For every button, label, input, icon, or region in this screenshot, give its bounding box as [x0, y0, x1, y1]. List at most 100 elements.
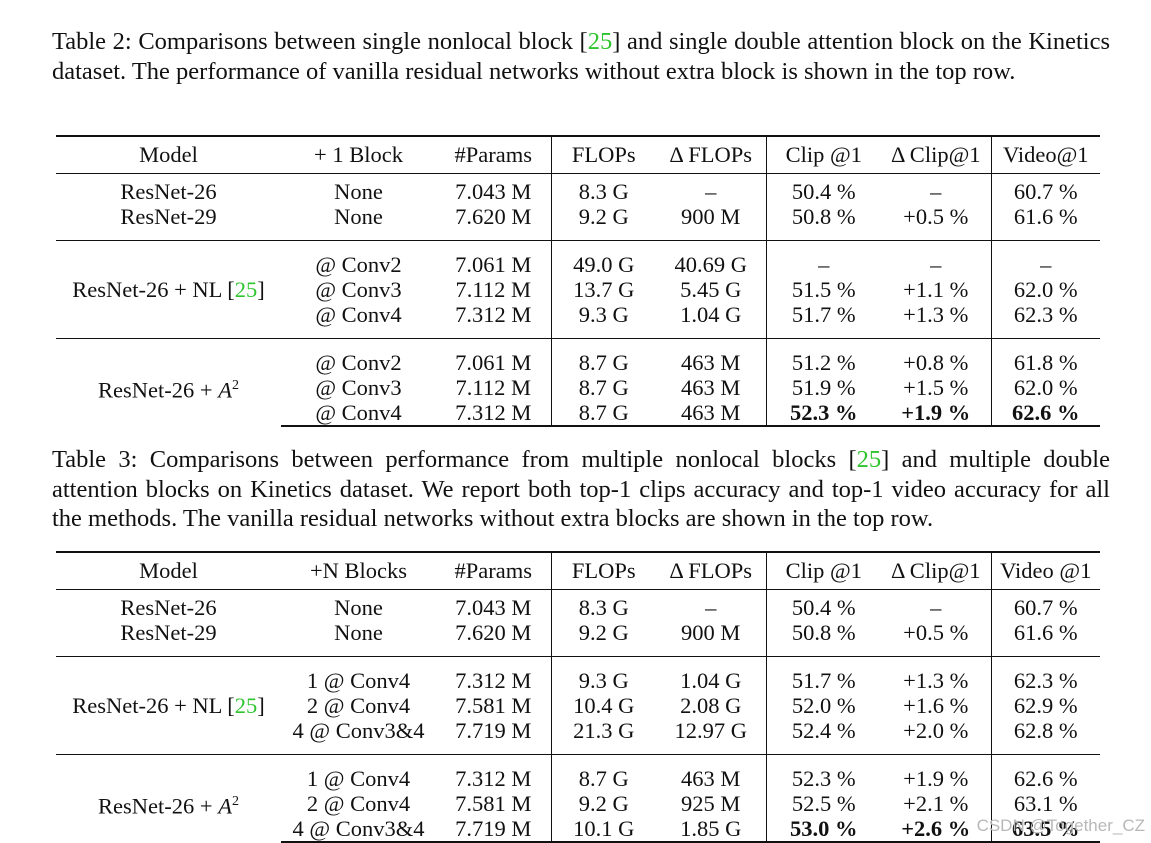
video-cell: – [1040, 252, 1052, 277]
table3-caption-text-rest: ] and multiple double attention blocks o… [52, 446, 1110, 532]
table2-caption-text: Table 2: Comparisons between single nonl… [52, 28, 588, 55]
block-cell: @ Conv3 [315, 375, 402, 400]
flops-cell: 21.3 G [573, 718, 635, 743]
header-clip: Clip @1 [766, 551, 881, 590]
video-cell: 60.7 % [1013, 179, 1078, 204]
block-cell: 2 @ Conv4 [306, 791, 411, 816]
table-row: @ Conv4 7.312 M 9.3 G 1.04 G 51.7 % +1.3… [56, 302, 1100, 327]
table2: Model + 1 Block #Params FLOPs Δ FLOPs Cl… [56, 135, 1100, 427]
clip-cell-best: 52.3 % [766, 400, 881, 427]
table-row: ResNet-26 + A2 @ Conv2 7.061 M 8.7 G 463… [56, 350, 1100, 403]
model-cell: ResNet-26 + NL [25] [56, 252, 281, 327]
table2-caption-text-rest: ] and single double attention block on t… [52, 28, 1110, 85]
dclip-cell: +1.6 % [881, 693, 992, 718]
clip-cell: 52.5 % [791, 791, 856, 816]
clip-cell: 51.2 % [791, 350, 856, 375]
table3: Model +N Blocks #Params FLOPs Δ FLOPs Cl… [56, 551, 1100, 843]
clip-cell: 50.4 % [791, 179, 856, 204]
clip-cell: 51.7 % [791, 302, 856, 327]
params-cell: 7.312 M [436, 766, 552, 791]
clip-cell: 50.4 % [791, 595, 856, 620]
dflops-cell: 1.85 G [656, 816, 767, 843]
dclip-cell: +0.5 % [881, 204, 992, 229]
video-cell: 60.7 % [1013, 595, 1078, 620]
clip-cell-best: 53.0 % [766, 816, 881, 843]
clip-cell: 52.0 % [791, 693, 856, 718]
dclip-cell-best: +2.6 % [881, 816, 992, 843]
model-name-close: ] [257, 693, 265, 718]
header-dflops: Δ FLOPs [656, 135, 767, 174]
dclip-cell: +1.5 % [881, 375, 992, 400]
model-cell: ResNet-26 + NL [25] [56, 668, 281, 743]
flops-cell: 8.3 G [578, 595, 629, 620]
header-flops: FLOPs [551, 135, 656, 174]
table-row: ResNet-29 None 7.620 M 9.2 G 900 M 50.8 … [56, 620, 1100, 645]
dflops-cell: 900 M [656, 620, 767, 645]
video-cell: 62.0 % [1013, 375, 1078, 400]
header-video: Video @1 [991, 551, 1100, 590]
video-cell: 62.9 % [1013, 693, 1078, 718]
video-cell: 62.6 % [1013, 766, 1078, 791]
model-cell: ResNet-26 + A2 [56, 766, 281, 842]
flops-cell: 9.2 G [578, 620, 629, 645]
dclip-cell: +0.5 % [881, 620, 992, 645]
video-cell: 61.6 % [1013, 620, 1078, 645]
table-row: 4 @ Conv3&4 7.719 M 21.3 G 12.97 G 52.4 … [56, 718, 1100, 743]
dclip-cell: +1.1 % [881, 277, 992, 302]
clip-cell: 50.8 % [791, 620, 856, 645]
dclip-cell: – [881, 595, 992, 620]
table2-caption: Table 2: Comparisons between single nonl… [52, 27, 1110, 86]
flops-cell: 8.7 G [578, 350, 629, 375]
model-name: ResNet-26 + NL [ [72, 277, 235, 302]
dclip-cell: – [881, 179, 992, 204]
params-cell: 7.312 M [436, 400, 552, 427]
header-flops: FLOPs [551, 551, 656, 590]
citation-link[interactable]: 25 [234, 693, 258, 718]
flops-cell: 10.1 G [551, 816, 656, 843]
table3-caption: Table 3: Comparisons between performance… [52, 445, 1110, 534]
block-cell: 2 @ Conv4 [306, 693, 411, 718]
dflops-cell: 5.45 G [656, 277, 767, 302]
block-cell: @ Conv4 [281, 400, 436, 427]
citation-link[interactable]: 25 [234, 277, 258, 302]
table-row: ResNet-29 None 7.620 M 9.2 G 900 M 50.8 … [56, 204, 1100, 229]
dflops-cell: 12.97 G [656, 718, 767, 743]
math-symbol-a: A [218, 377, 232, 403]
flops-cell: 8.3 G [578, 179, 629, 204]
dflops-cell: 925 M [656, 791, 767, 816]
header-dclip: Δ Clip@1 [881, 135, 992, 174]
table-row: 2 @ Conv4 7.581 M 10.4 G 2.08 G 52.0 % +… [56, 693, 1100, 718]
flops-cell: 9.2 G [578, 204, 629, 229]
params-cell: 7.719 M [436, 718, 552, 743]
model-superscript: 2 [231, 794, 239, 810]
dclip-cell: +1.3 % [881, 668, 992, 693]
block-cell: None [334, 179, 383, 204]
params-cell: 7.312 M [436, 668, 552, 693]
header-block: +N Blocks [281, 551, 436, 590]
table-row: ResNet-26 + NL [25] @ Conv2 7.061 M 49.0… [56, 252, 1100, 302]
clip-cell: 52.4 % [791, 718, 856, 743]
dflops-cell: 463 M [656, 350, 767, 375]
table-header-row: Model + 1 Block #Params FLOPs Δ FLOPs Cl… [56, 135, 1100, 174]
video-cell: 62.8 % [1013, 718, 1078, 743]
params-cell: 7.061 M [436, 252, 552, 277]
dflops-cell: 40.69 G [656, 252, 767, 277]
params-cell: 7.312 M [436, 302, 552, 327]
table-row: 2 @ Conv4 7.581 M 9.2 G 925 M 52.5 % +2.… [56, 791, 1100, 816]
citation-link[interactable]: 25 [587, 28, 613, 55]
video-cell: 63.1 % [1013, 791, 1078, 816]
flops-cell: 9.3 G [578, 302, 629, 327]
dflops-cell: 463 M [656, 400, 767, 427]
table-row: ResNet-26 + A2 1 @ Conv4 7.312 M 8.7 G 4… [56, 766, 1100, 819]
params-cell: 7.581 M [436, 693, 552, 718]
clip-cell: 50.8 % [791, 204, 856, 229]
header-dflops: Δ FLOPs [656, 551, 767, 590]
model-cell: ResNet-26 + A2 [56, 350, 281, 426]
table-row: @ Conv4 7.312 M 8.7 G 463 M 52.3 % +1.9 … [56, 400, 1100, 427]
watermark: CSDN @Together_CZ [976, 816, 1145, 835]
block-cell: @ Conv4 [315, 302, 402, 327]
header-model: Model [56, 135, 281, 174]
params-cell: 7.620 M [436, 620, 552, 645]
citation-link[interactable]: 25 [856, 446, 882, 473]
dclip-cell: +1.3 % [881, 302, 992, 327]
